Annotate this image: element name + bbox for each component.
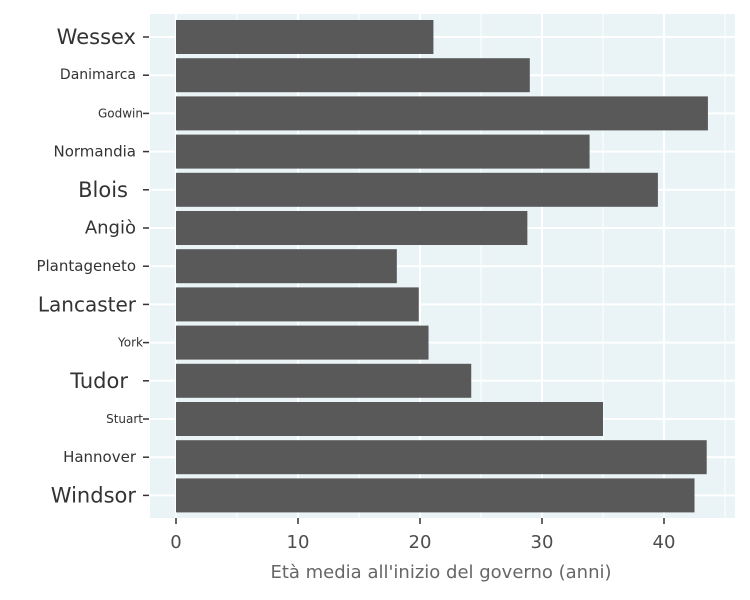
bar [176, 96, 708, 131]
bar [176, 20, 434, 54]
bar [176, 58, 530, 93]
bar [176, 134, 590, 169]
x-tick-label: 0 [170, 532, 181, 553]
category-label: Hannover [63, 448, 137, 466]
x-tick-label: 20 [409, 532, 432, 553]
bar [176, 325, 429, 360]
x-tick-label: 10 [287, 532, 310, 553]
x-tick-label: 30 [531, 532, 554, 553]
category-label: Blois [78, 178, 128, 202]
bar [176, 402, 603, 436]
category-label: Godwin [98, 106, 143, 120]
bar [176, 211, 528, 245]
bars [176, 20, 708, 513]
category-label: Wessex [57, 25, 136, 49]
category-label: Tudor [69, 369, 128, 393]
category-label: Angiò [85, 218, 136, 239]
category-label: Plantageneto [36, 257, 136, 275]
bar [176, 478, 695, 513]
x-axis-title: Età media all'inizio del governo (anni) [270, 562, 611, 583]
bar [176, 363, 472, 398]
category-label: Lancaster [38, 292, 137, 316]
category-label: Danimarca [60, 67, 136, 83]
category-labels: Wessex Danimarca Godwin Normandia Blois Angiò… [36, 25, 149, 507]
bar [176, 440, 707, 475]
x-axis: 0 10 20 30 40 [170, 518, 675, 553]
category-label: York [117, 336, 143, 350]
bar [176, 172, 658, 207]
bar [176, 249, 397, 284]
category-label: Normandia [54, 143, 137, 161]
category-label: Stuart [106, 412, 143, 426]
category-label: Windsor [51, 483, 137, 507]
x-tick-label: 40 [653, 532, 676, 553]
bar [176, 287, 419, 322]
